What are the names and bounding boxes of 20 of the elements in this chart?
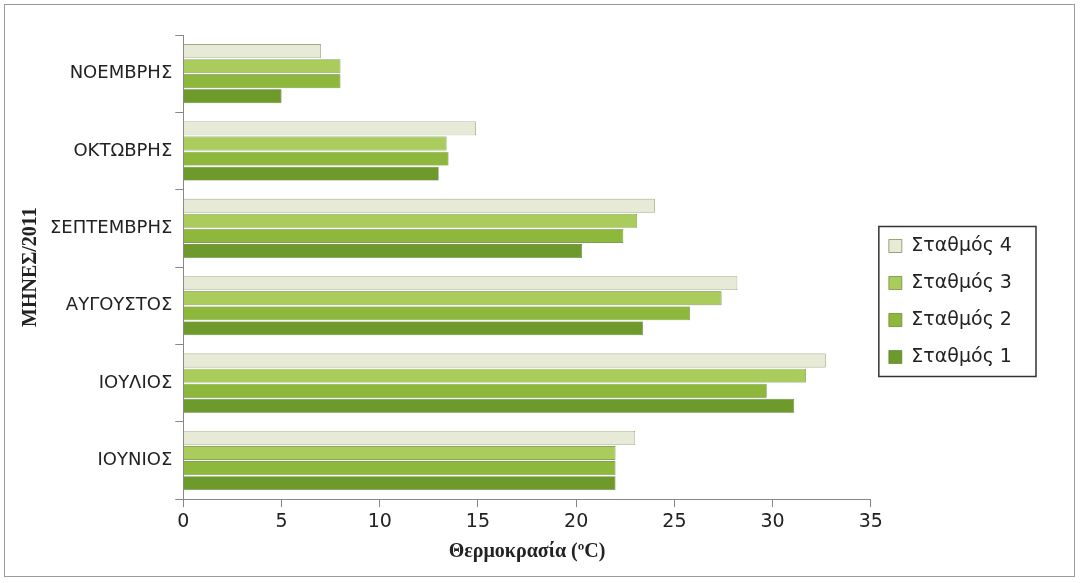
y-tick-label: ΙΟΥΛΙΟΣ bbox=[98, 370, 173, 392]
x-tick-label: 35 bbox=[858, 508, 883, 531]
legend-label: Σταθμός 3 bbox=[911, 269, 1025, 292]
y-tick-label: ΣΕΠΤΕΜΒΡΗΣ bbox=[49, 216, 173, 238]
x-tick-label: 10 bbox=[367, 508, 392, 531]
legend-label: Σταθμός 2 bbox=[911, 306, 1025, 329]
x-axis-title: Θερμοκρασία (ºC) bbox=[448, 539, 606, 563]
y-axis-title: ΜΗΝΕΣ/2011 bbox=[18, 207, 41, 327]
x-tick-label: 15 bbox=[465, 508, 491, 531]
x-tick-label: 0 bbox=[177, 508, 190, 531]
legend-label: Σταθμός 4 bbox=[911, 232, 1025, 255]
y-tick-label: ΙΟΥΝΙΟΣ bbox=[97, 448, 173, 470]
y-tick-label: ΑΥΓΟΥΣΤΟΣ bbox=[65, 293, 173, 315]
y-tick-label: ΝΟΕΜΒΡΗΣ bbox=[69, 61, 173, 83]
x-tick-label: 30 bbox=[760, 508, 785, 531]
legend-label: Σταθμός 1 bbox=[911, 343, 1025, 366]
x-tick-label: 20 bbox=[564, 508, 589, 531]
x-tick-label: 5 bbox=[275, 508, 288, 531]
x-tick-label: 25 bbox=[662, 508, 687, 531]
y-tick-label: ΟΚΤΩΒΡΗΣ bbox=[73, 138, 173, 160]
